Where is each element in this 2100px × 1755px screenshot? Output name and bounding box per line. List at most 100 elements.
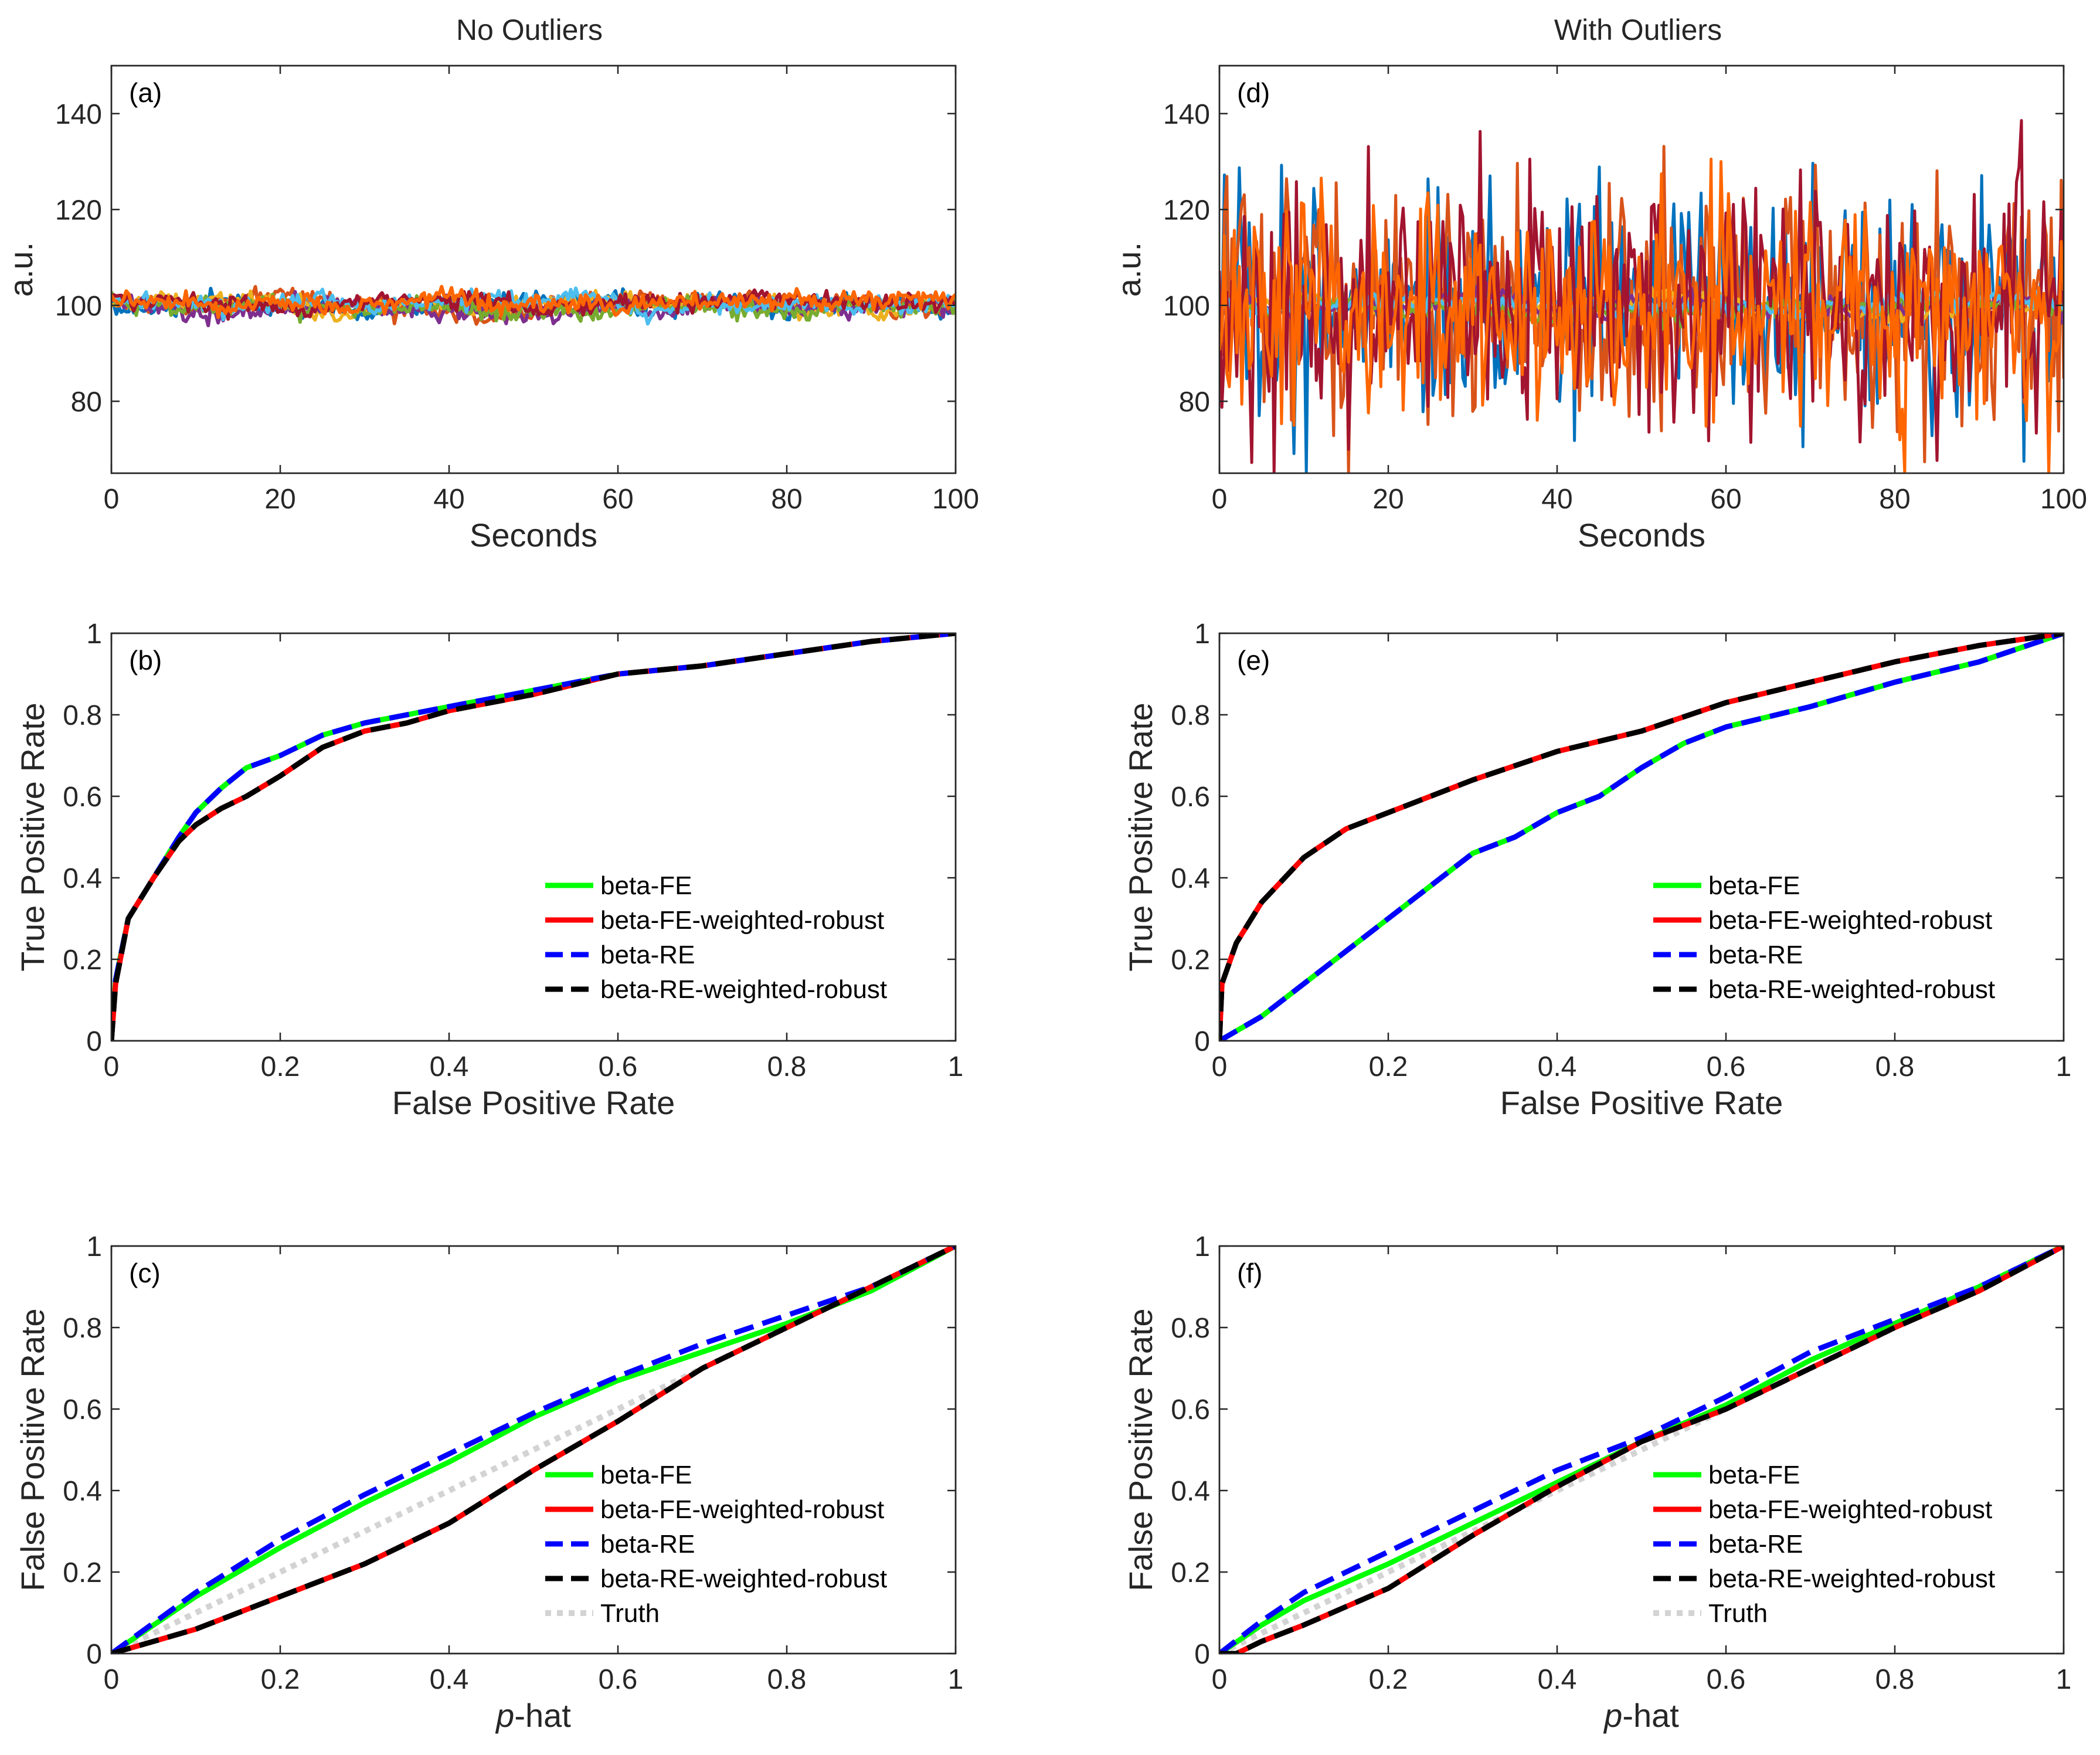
x-axis-label-f: p-hat [1603, 1697, 1679, 1734]
legend-label-beta-FE-weighted-robust-c: beta-FE-weighted-robust [600, 1495, 884, 1524]
panel-label-c: (c) [129, 1258, 161, 1288]
x-tick-label-f: 0 [1212, 1664, 1228, 1695]
y-axis-label-d: a.u. [1110, 242, 1147, 297]
y-tick-label-e: 0 [1194, 1026, 1210, 1057]
column-title-no-outliers: No Outliers [456, 13, 603, 46]
legend-label-Truth-c: Truth [600, 1599, 660, 1628]
x-tick-label-b: 0 [104, 1051, 120, 1082]
plot-series-d [1219, 119, 2064, 473]
legend-label-beta-RE-weighted-robust-b: beta-RE-weighted-robust [600, 975, 887, 1004]
legend-label-beta-FE-f: beta-FE [1708, 1461, 1800, 1489]
series-beta-RE-weighted-robust-f [1219, 1246, 2064, 1654]
x-tick-label-c: 0.8 [767, 1664, 807, 1695]
y-tick-label-d: 100 [1163, 291, 1210, 322]
series-beta-RE-weighted-robust-b [111, 633, 956, 1041]
legend-f: beta-FE beta-FE-weighted-robust beta-RE bet… [1653, 1461, 1995, 1628]
y-tick-label-c: 0 [86, 1639, 102, 1670]
series-beta-RE-c [111, 1246, 956, 1654]
legend-label-beta-RE-e: beta-RE [1708, 941, 1803, 969]
y-tick-label-d: 120 [1163, 195, 1210, 226]
plot-area-e [1218, 632, 2065, 1042]
y-tick-label-e: 1 [1194, 619, 1210, 650]
y-tick-label-b: 0 [86, 1026, 102, 1057]
x-tick-label-e: 0.6 [1707, 1051, 1746, 1082]
x-axis-label-italic-f: p [1603, 1697, 1622, 1734]
x-tick-label-a: 0 [104, 484, 120, 515]
plot-series-f [1219, 1246, 2064, 1654]
series-beta-RE-f [1219, 1246, 2064, 1654]
x-axis-label-rest-c: -hat [514, 1697, 571, 1734]
y-tick-label-f: 0.8 [1171, 1313, 1210, 1344]
y-tick-label-c: 0.4 [63, 1476, 102, 1507]
y-tick-label-f: 0.6 [1171, 1394, 1210, 1425]
x-tick-label-c: 0 [104, 1664, 120, 1695]
y-tick-label-d: 140 [1163, 99, 1210, 130]
y-tick-label-a: 100 [55, 291, 102, 322]
panel-c: 0 0.2 0.4 0.6 0.8 1 0 0.2 0.4 0.6 0.8 1 p-hat False P… [14, 1231, 963, 1734]
y-tick-label-a: 120 [55, 195, 102, 226]
x-tick-label-e: 0.2 [1369, 1051, 1408, 1082]
x-tick-label-a: 20 [264, 484, 295, 515]
y-tick-label-c: 1 [86, 1231, 102, 1262]
axes-frame-b [110, 632, 957, 1042]
x-tick-label-f: 1 [2056, 1664, 2072, 1695]
legend-label-beta-FE-c: beta-FE [600, 1461, 692, 1489]
legend-b: beta-FE beta-FE-weighted-robust beta-RE bet… [545, 871, 887, 1004]
panel-label-d: (d) [1237, 77, 1270, 108]
panel-e: 0 0.2 0.4 0.6 0.8 1 0 0.2 0.4 0.6 0.8 1 False Positi… [1122, 619, 2071, 1121]
x-tick-label-c: 0.2 [261, 1664, 300, 1695]
timeseries-8-a [111, 284, 956, 320]
y-tick-label-f: 1 [1194, 1231, 1210, 1262]
x-tick-label-b: 0.6 [599, 1051, 638, 1082]
legend-label-beta-RE-c: beta-RE [600, 1530, 695, 1559]
x-tick-label-d: 40 [1541, 484, 1572, 515]
x-tick-label-c: 0.4 [430, 1664, 469, 1695]
x-axis-label-rest-f: -hat [1622, 1697, 1679, 1734]
x-tick-label-a: 80 [771, 484, 802, 515]
y-tick-label-f: 0 [1194, 1639, 1210, 1670]
y-tick-label-c: 0.6 [63, 1394, 102, 1425]
x-tick-label-d: 80 [1879, 484, 1910, 515]
legend-label-beta-RE-b: beta-RE [600, 941, 695, 969]
axes-frame-e [1218, 632, 2065, 1042]
series-beta-RE-weighted-robust-e [1219, 633, 2064, 1041]
x-tick-label-c: 1 [948, 1664, 964, 1695]
legend-label-beta-FE-weighted-robust-e: beta-FE-weighted-robust [1708, 906, 1992, 935]
x-tick-label-e: 0 [1212, 1051, 1228, 1082]
y-tick-label-b: 0.4 [63, 863, 102, 894]
timeseries-7-d [1219, 119, 2064, 473]
y-tick-label-e: 0.4 [1171, 863, 1210, 894]
x-tick-label-a: 100 [932, 484, 979, 515]
series-Truth-f [1219, 1246, 2064, 1654]
plot-series-c [111, 1246, 956, 1654]
legend-e: beta-FE beta-FE-weighted-robust beta-RE bet… [1653, 871, 1995, 1004]
panel-b: 0 0.2 0.4 0.6 0.8 1 0 0.2 0.4 0.6 0.8 1 False Positi… [14, 619, 963, 1121]
legend-label-beta-FE-e: beta-FE [1708, 871, 1800, 900]
x-tick-label-f: 0.2 [1369, 1664, 1408, 1695]
timeseries-8-d [1219, 157, 2064, 473]
y-tick-label-c: 0.2 [63, 1557, 102, 1588]
x-axis-label-b: False Positive Rate [392, 1084, 675, 1121]
legend-label-beta-RE-weighted-robust-f: beta-RE-weighted-robust [1708, 1564, 1995, 1593]
y-tick-label-e: 0.8 [1171, 700, 1210, 731]
series-beta-RE-b [111, 633, 956, 1041]
x-tick-label-d: 20 [1372, 484, 1404, 515]
legend-label-beta-FE-weighted-robust-b: beta-FE-weighted-robust [600, 906, 884, 935]
y-axis-label-e: True Positive Rate [1122, 702, 1159, 972]
legend-label-beta-FE-weighted-robust-f: beta-FE-weighted-robust [1708, 1495, 1992, 1524]
panel-label-f: (f) [1237, 1258, 1262, 1288]
series-beta-RE-weighted-robust-c [111, 1246, 956, 1654]
legend-label-beta-RE-f: beta-RE [1708, 1530, 1803, 1559]
x-tick-label-e: 1 [2056, 1051, 2072, 1082]
series-Truth-c [111, 1246, 956, 1654]
x-axis-label-a: Seconds [470, 517, 597, 554]
y-tick-label-a: 140 [55, 99, 102, 130]
plot-series-a [111, 284, 956, 328]
x-tick-label-c: 0.6 [599, 1664, 638, 1695]
x-axis-label-italic-c: p [495, 1697, 514, 1734]
x-tick-label-f: 0.6 [1707, 1664, 1746, 1695]
x-tick-label-a: 40 [433, 484, 464, 515]
x-axis-label-d: Seconds [1578, 517, 1705, 554]
axes-frame-a [110, 65, 957, 474]
